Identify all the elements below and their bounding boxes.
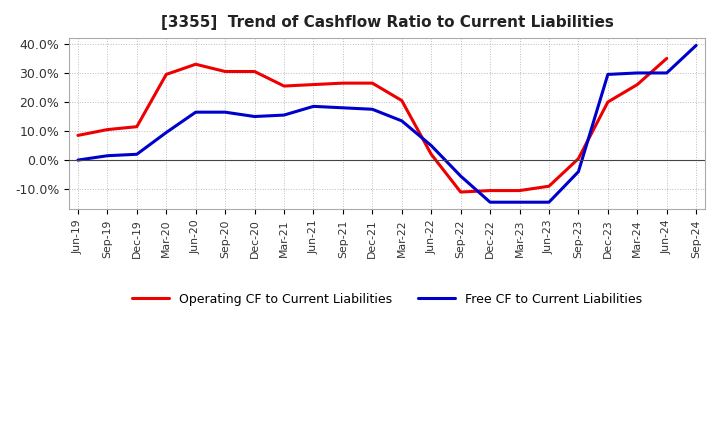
Free CF to Current Liabilities [221,110,230,115]
Free CF to Current Liabilities [73,158,82,163]
Title: [3355]  Trend of Cashflow Ratio to Current Liabilities: [3355] Trend of Cashflow Ratio to Curren… [161,15,613,30]
Operating CF to Current Liabilities [132,124,141,129]
Free CF to Current Liabilities [338,105,347,110]
Operating CF to Current Liabilities [192,62,200,67]
Operating CF to Current Liabilities [427,152,436,157]
Operating CF to Current Liabilities [662,56,671,61]
Free CF to Current Liabilities [132,152,141,157]
Operating CF to Current Liabilities [486,188,495,193]
Operating CF to Current Liabilities [456,189,465,194]
Free CF to Current Liabilities [574,169,582,174]
Operating CF to Current Liabilities [397,98,406,103]
Free CF to Current Liabilities [633,70,642,76]
Free CF to Current Liabilities [397,118,406,124]
Operating CF to Current Liabilities [338,81,347,86]
Free CF to Current Liabilities [662,70,671,76]
Free CF to Current Liabilities [427,143,436,148]
Line: Operating CF to Current Liabilities: Operating CF to Current Liabilities [78,59,667,192]
Operating CF to Current Liabilities [368,81,377,86]
Operating CF to Current Liabilities [633,82,642,87]
Free CF to Current Liabilities [279,113,288,118]
Operating CF to Current Liabilities [603,99,612,105]
Operating CF to Current Liabilities [279,84,288,89]
Free CF to Current Liabilities [103,153,112,158]
Operating CF to Current Liabilities [309,82,318,87]
Line: Free CF to Current Liabilities: Free CF to Current Liabilities [78,45,696,202]
Operating CF to Current Liabilities [221,69,230,74]
Free CF to Current Liabilities [368,106,377,112]
Free CF to Current Liabilities [516,200,524,205]
Operating CF to Current Liabilities [73,133,82,138]
Operating CF to Current Liabilities [103,127,112,132]
Free CF to Current Liabilities [603,72,612,77]
Free CF to Current Liabilities [544,200,553,205]
Free CF to Current Liabilities [162,130,171,135]
Free CF to Current Liabilities [486,200,495,205]
Free CF to Current Liabilities [309,104,318,109]
Operating CF to Current Liabilities [574,156,582,161]
Legend: Operating CF to Current Liabilities, Free CF to Current Liabilities: Operating CF to Current Liabilities, Fre… [127,288,647,311]
Operating CF to Current Liabilities [516,188,524,193]
Free CF to Current Liabilities [456,173,465,179]
Free CF to Current Liabilities [251,114,259,119]
Free CF to Current Liabilities [192,110,200,115]
Free CF to Current Liabilities [692,43,701,48]
Operating CF to Current Liabilities [251,69,259,74]
Operating CF to Current Liabilities [162,72,171,77]
Operating CF to Current Liabilities [544,183,553,189]
